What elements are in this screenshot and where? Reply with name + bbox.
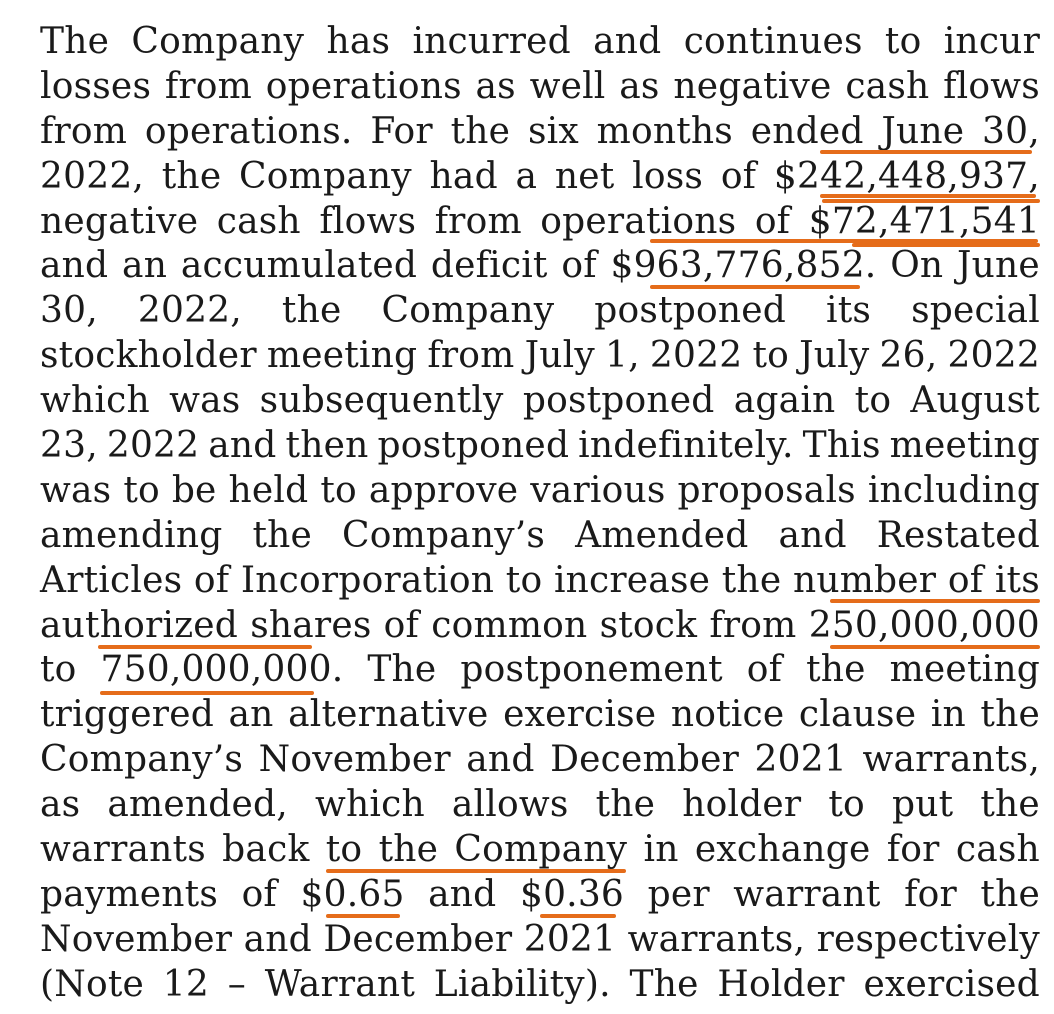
text-line: payments of $0.65 and $0.36 per warrant for the <box>40 873 1040 915</box>
paragraph: The Company has incurred and continues to incur… <box>40 20 1040 1008</box>
text-line: from operations. For the six months ended June 3… <box>40 110 1040 152</box>
annotation-underline-price-036 <box>540 914 616 918</box>
text-line: Company’s November and December 2021 warrants… <box>40 739 1040 781</box>
text-line: 23, 2022 and then postponed indefinitely. This… <box>40 425 1040 467</box>
text-line: amending the Company’s Amended and Restated <box>40 514 1040 556</box>
text-line: was to be held to approve various proposals incl… <box>40 469 1040 511</box>
text-line: 30, 2022, the Company postponed its special <box>40 290 1040 332</box>
annotation-underline-net-loss-2 <box>822 199 1040 203</box>
text-line: Articles of Incorporation to increase the numb… <box>40 559 1040 601</box>
annotation-underline-price-065 <box>326 914 400 918</box>
text-line: as amended, which allows the holder to put the <box>40 784 1040 826</box>
annotation-underline-operations-cashflow-2 <box>852 243 1040 247</box>
text-line: and an accumulated deficit of $963,776,852. On… <box>40 245 1040 287</box>
annotation-underline-number-of-its <box>830 599 1040 603</box>
text-line: November and December 2021 warrants, respecti… <box>40 918 1040 960</box>
text-line: (Note 12– Warrant Liability). The Holder exerc… <box>40 963 1040 1005</box>
text-line: to 750,000,000. The postponement of the meetin… <box>40 649 1040 691</box>
annotation-underline-to-the-company <box>326 869 626 873</box>
text-line: which was subsequently postponed again to Augu… <box>40 380 1040 422</box>
text-line: The Company has incurred and continues to incur <box>40 21 1040 62</box>
text-line: negative cash flows from operations of $72,471… <box>40 200 1040 242</box>
text-line: warrants back to the Company in exchange for cas… <box>40 829 1040 871</box>
document-page: The Company has incurred and continues to incur… <box>40 20 1040 1008</box>
annotation-underline-authorized-shares <box>98 645 312 649</box>
annotation-underline-operations-cashflow-1 <box>650 239 1038 243</box>
annotation-underline-750000000 <box>100 691 314 695</box>
annotation-underline-250000000 <box>830 645 1040 649</box>
text-line: stockholder meeting from July 1, 2022 to July 26… <box>40 335 1040 377</box>
annotation-underline-net-loss-1 <box>820 194 1036 198</box>
text-line: 2022, the Company had a net loss of $242,448,937… <box>40 155 1040 197</box>
text-line: losses from operations as well as negative cash… <box>40 65 1040 107</box>
text-line: triggered an alternative exercise notice clau… <box>40 694 1040 736</box>
annotation-underline-june-30 <box>820 150 1032 154</box>
annotation-underline-accumulated-deficit <box>650 285 860 289</box>
text-line: authorized shares of common stock from 250,000… <box>40 604 1040 646</box>
